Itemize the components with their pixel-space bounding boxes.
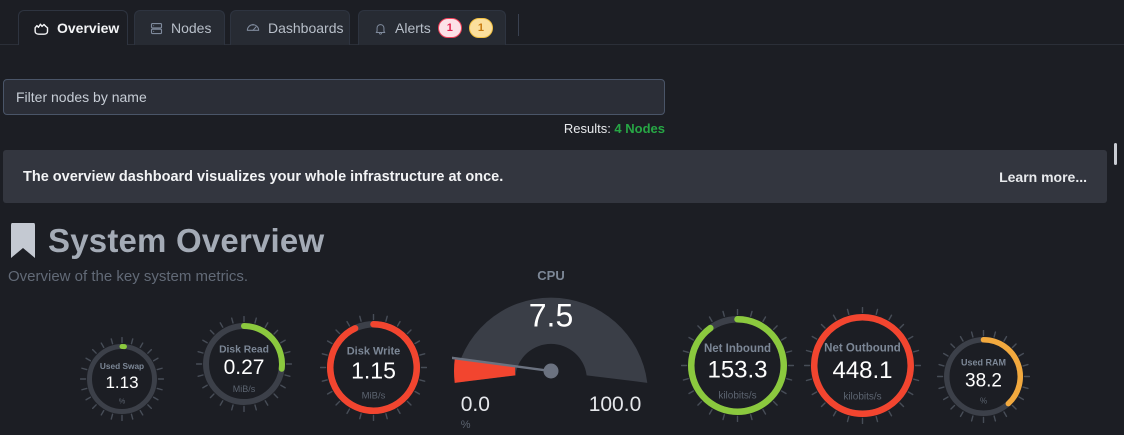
svg-text:%: % xyxy=(979,396,986,405)
svg-text:kilobits/s: kilobits/s xyxy=(718,390,756,401)
svg-text:Net Outbound: Net Outbound xyxy=(824,342,901,354)
svg-text:Disk Read: Disk Read xyxy=(219,344,269,355)
svg-text:38.2: 38.2 xyxy=(965,370,1002,391)
svg-text:1.15: 1.15 xyxy=(351,357,396,383)
svg-text:MiB/s: MiB/s xyxy=(233,384,256,394)
svg-text:Used RAM: Used RAM xyxy=(960,357,1005,367)
svg-text:CPU: CPU xyxy=(537,268,564,283)
svg-text:Used Swap: Used Swap xyxy=(100,361,144,371)
svg-text:1.13: 1.13 xyxy=(105,373,138,392)
svg-text:0.0: 0.0 xyxy=(461,393,490,416)
svg-text:%: % xyxy=(119,396,126,405)
svg-text:7.5: 7.5 xyxy=(529,297,573,333)
svg-text:%: % xyxy=(461,419,471,431)
svg-text:153.3: 153.3 xyxy=(707,356,767,383)
svg-text:Disk Write: Disk Write xyxy=(346,345,400,357)
svg-text:kilobits/s: kilobits/s xyxy=(843,391,881,402)
svg-text:MiB/s: MiB/s xyxy=(361,390,385,401)
svg-text:0.27: 0.27 xyxy=(224,356,265,379)
svg-text:Net Inbound: Net Inbound xyxy=(703,342,770,354)
svg-text:448.1: 448.1 xyxy=(832,356,892,383)
svg-text:100.0: 100.0 xyxy=(589,393,642,416)
